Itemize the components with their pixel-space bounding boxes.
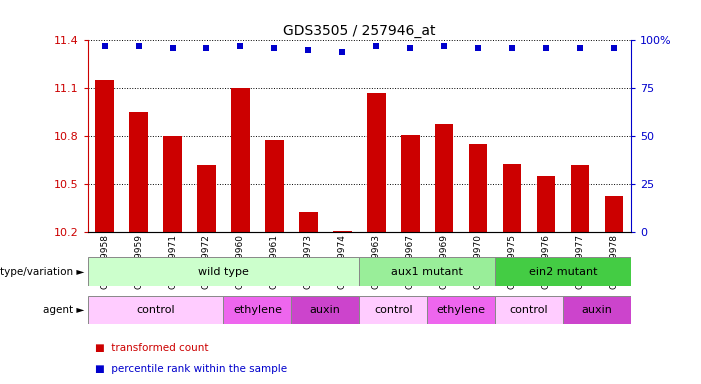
Bar	[495, 257, 631, 286]
Text: control: control	[136, 305, 175, 315]
Bar	[537, 176, 555, 232]
Bar	[333, 231, 352, 232]
Text: auxin: auxin	[310, 305, 341, 315]
Bar	[427, 296, 495, 324]
Text: control: control	[510, 305, 548, 315]
Point	[371, 43, 382, 49]
Point	[235, 43, 246, 49]
Bar	[469, 144, 487, 232]
Text: auxin: auxin	[582, 305, 613, 315]
Text: wild type: wild type	[198, 266, 249, 277]
Point	[303, 47, 314, 53]
Text: aux1 mutant: aux1 mutant	[391, 266, 463, 277]
Text: control: control	[374, 305, 412, 315]
Text: ethylene: ethylene	[233, 305, 282, 315]
Bar	[367, 93, 386, 232]
Bar	[299, 212, 318, 232]
Bar	[495, 296, 563, 324]
Bar	[604, 195, 623, 232]
Point	[167, 45, 178, 51]
Point	[133, 43, 144, 49]
Bar	[359, 296, 427, 324]
Bar	[265, 139, 284, 232]
Bar	[129, 112, 148, 232]
Point	[574, 45, 585, 51]
Point	[404, 45, 416, 51]
Text: ethylene: ethylene	[437, 305, 486, 315]
Point	[336, 49, 348, 55]
Point	[608, 45, 620, 51]
Bar	[88, 257, 359, 286]
Bar	[359, 257, 495, 286]
Point	[439, 43, 450, 49]
Text: agent ►: agent ►	[43, 305, 84, 315]
Bar	[95, 80, 114, 232]
Point	[201, 45, 212, 51]
Text: ein2 mutant: ein2 mutant	[529, 266, 597, 277]
Bar	[401, 135, 419, 232]
Bar	[224, 296, 292, 324]
Point	[268, 45, 280, 51]
Bar	[231, 88, 250, 232]
Bar	[563, 296, 631, 324]
Bar	[163, 136, 182, 232]
Bar	[435, 124, 454, 232]
Point	[540, 45, 552, 51]
Text: ■  percentile rank within the sample: ■ percentile rank within the sample	[95, 364, 287, 374]
Bar	[503, 164, 522, 232]
Bar	[197, 165, 216, 232]
Text: ■  transformed count: ■ transformed count	[95, 343, 208, 353]
Point	[99, 43, 110, 49]
Bar	[88, 296, 224, 324]
Text: genotype/variation ►: genotype/variation ►	[0, 266, 84, 277]
Point	[472, 45, 484, 51]
Title: GDS3505 / 257946_at: GDS3505 / 257946_at	[283, 24, 435, 38]
Bar	[292, 296, 359, 324]
Bar	[571, 165, 590, 232]
Point	[506, 45, 517, 51]
